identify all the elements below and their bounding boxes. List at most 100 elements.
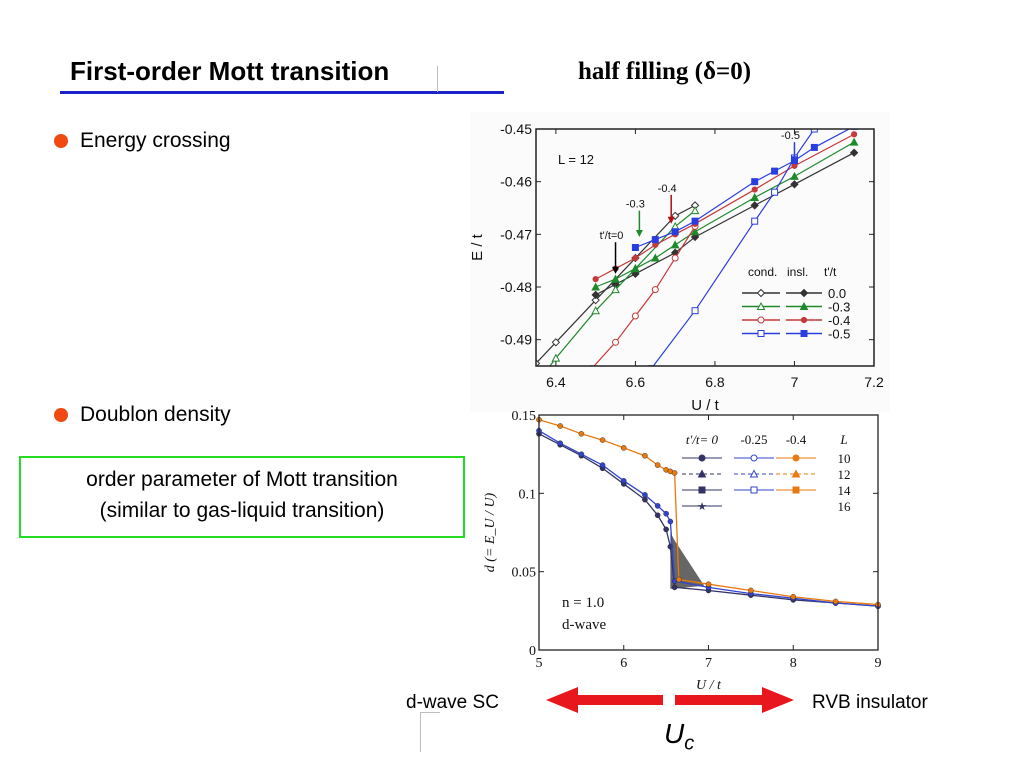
left-phase-label: d-wave SC (406, 692, 499, 713)
legend-header: t'/t= 0 (686, 432, 719, 447)
bullet-dot-icon (54, 134, 68, 148)
series-cond-point (690, 206, 700, 215)
series-cond-point (651, 286, 659, 294)
series-insl-point (591, 290, 600, 300)
legend-marker (750, 454, 758, 462)
series-point (663, 510, 669, 517)
series-insl-point (790, 171, 799, 180)
legend-marker (697, 469, 707, 478)
series-insl-point (849, 148, 859, 157)
right-arrow (675, 687, 794, 713)
series-insl-point (592, 276, 599, 283)
slide-subtitle: half filling (δ=0) (578, 58, 752, 85)
y-tick-label: 0.1 (519, 487, 537, 502)
series-insl-point (670, 240, 680, 249)
series-point (599, 462, 606, 468)
y-tick-label: -0.45 (500, 121, 532, 137)
y-axis-label: d (= E_U / U) (483, 492, 498, 572)
legend-marker (750, 486, 758, 494)
energy-crossing-chart: 6.4 6.6 6.8 7 7.2 -0.45 -0.46 -0.47 -0.48 -0.49 U … (470, 112, 890, 412)
series-insl-point (631, 269, 640, 279)
order-box-line2: (similar to gas-liquid transition) (99, 499, 385, 522)
series-insl-point (790, 180, 799, 189)
annotation-arrow-head (635, 229, 643, 237)
annotation-arrow-head (612, 266, 620, 274)
order-box-line1: order parameter of Mott transition (86, 468, 398, 491)
series-insl-point (671, 228, 679, 236)
y-axis-label: E / t (470, 233, 486, 261)
annotation-label: t'/t=0 (600, 230, 624, 242)
series-insl-point (651, 236, 659, 244)
legend-marker (792, 486, 800, 494)
series-line-1 (538, 430, 879, 607)
bullet-energy-crossing: Energy crossing (54, 129, 231, 153)
series-cond-point (771, 188, 779, 196)
annotation-arrow-head (790, 156, 798, 164)
series-point (557, 423, 563, 429)
legend-series-label: -0.3 (828, 300, 850, 315)
corner-mark (437, 66, 438, 92)
series-cond-point (751, 217, 759, 225)
legend-cond-marker (757, 316, 765, 324)
series-insl-point (591, 282, 600, 291)
doublon-density-chart: 5 6 7 8 9 0 0.05 0.1 0.15 U / t d (= E_U / U) n = 1… (483, 409, 882, 693)
x-axis-label: U / t (691, 397, 719, 412)
y-tick-label: -0.48 (500, 279, 532, 295)
legend-series-label: -0.4 (828, 313, 850, 328)
series-insl-line-0 (595, 152, 855, 296)
series-insl-point (750, 201, 759, 210)
series-cond-point (671, 254, 679, 262)
series-cond-point (810, 129, 818, 133)
legend-marker (791, 469, 801, 478)
y-tick-label: 0.05 (512, 566, 537, 581)
phase-arrows (546, 687, 794, 713)
series-cond-point (591, 295, 600, 305)
series-cond-point (691, 307, 699, 315)
series-insl-point (650, 253, 660, 262)
series-cond-point (536, 359, 541, 366)
series-point (671, 470, 678, 476)
legend-L-value: 14 (838, 483, 852, 498)
wave-note: d-wave (562, 617, 606, 633)
series-insl-point (810, 143, 818, 151)
series-point (654, 462, 661, 468)
legend-header-insl: insl. (787, 265, 808, 279)
legend-marker: ★ (697, 501, 707, 513)
legend-series-label: 0.0 (828, 286, 846, 301)
series-point (654, 503, 661, 509)
corner-mark (420, 712, 421, 752)
series-point (705, 581, 712, 587)
series-line-0 (538, 433, 879, 607)
series-cond-line-3 (652, 129, 815, 366)
x-tick-label: 8 (790, 656, 797, 671)
bullet-text: Doublon density (80, 403, 231, 426)
series-cond-point (631, 312, 639, 320)
series-cond-point (612, 338, 620, 346)
x-tick-label: 5 (536, 656, 543, 671)
legend-insl-marker (800, 330, 808, 337)
x-tick-label: 7 (791, 374, 799, 390)
legend-header: -0.4 (786, 432, 807, 447)
series-point (578, 430, 585, 437)
series-point (642, 496, 648, 503)
series-insl-point (631, 244, 639, 251)
series-insl-point (690, 232, 700, 242)
corner-mark (420, 712, 440, 713)
series-insl-point (611, 274, 620, 283)
legend-marker (698, 486, 706, 494)
series-insl-point (690, 227, 700, 236)
x-tick-label: 9 (875, 656, 882, 671)
series-insl-point (631, 264, 640, 273)
y-tick-label: -0.47 (500, 226, 532, 242)
legend-header: -0.25 (740, 432, 767, 447)
legend-insl-marker (800, 316, 808, 324)
legend-L-value: 12 (838, 467, 851, 482)
series-point (676, 576, 682, 583)
series-cond-line-2 (593, 226, 696, 366)
series-cond-point (611, 285, 620, 294)
series-point (620, 445, 627, 451)
density-note: n = 1.0 (562, 595, 604, 611)
title-underline (60, 91, 504, 94)
legend-series-label: -0.5 (828, 327, 850, 342)
series-point (599, 437, 606, 443)
